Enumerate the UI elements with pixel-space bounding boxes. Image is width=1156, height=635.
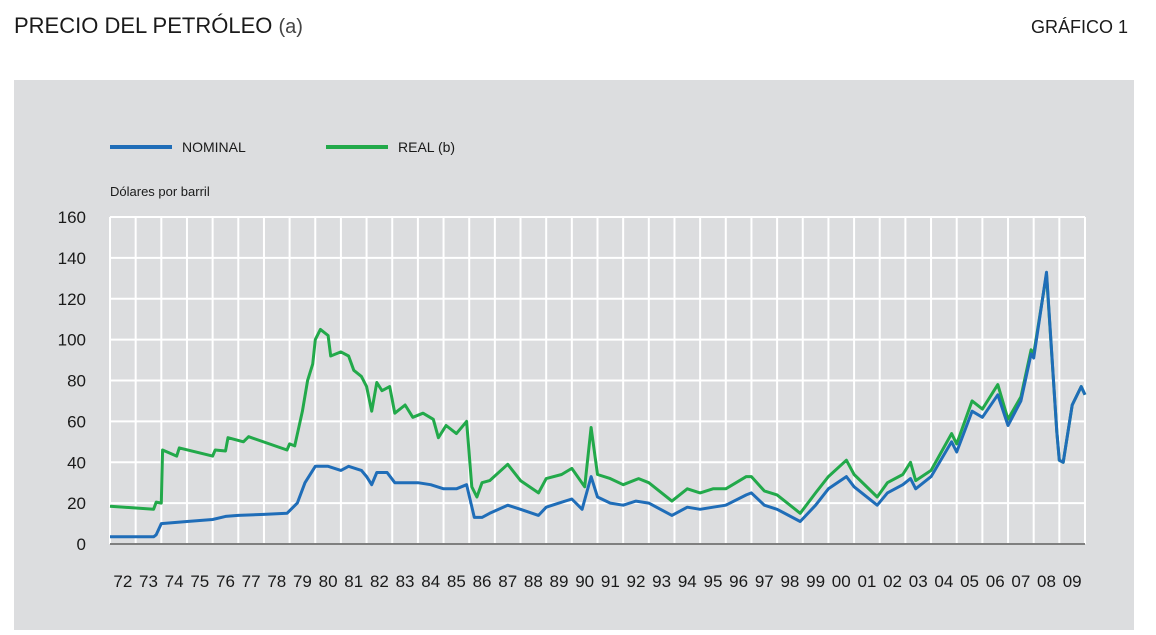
- x-tick-label: 82: [370, 572, 389, 591]
- x-tick-label: 81: [344, 572, 363, 591]
- x-tick-label: 76: [216, 572, 235, 591]
- x-tick-label: 96: [729, 572, 748, 591]
- figure-label: GRÁFICO 1: [1031, 17, 1128, 37]
- y-tick-label: 60: [67, 412, 86, 431]
- y-tick-label: 120: [58, 290, 86, 309]
- x-tick-label: 05: [960, 572, 979, 591]
- x-tick-label: 98: [780, 572, 799, 591]
- y-tick-label: 140: [58, 249, 86, 268]
- chart-panel: [14, 80, 1134, 630]
- x-tick-label: 79: [293, 572, 312, 591]
- y-tick-label: 80: [67, 372, 86, 391]
- x-tick-label: 72: [113, 572, 132, 591]
- x-tick-label: 88: [524, 572, 543, 591]
- x-tick-label: 95: [703, 572, 722, 591]
- y-tick-label: 40: [67, 453, 86, 472]
- x-tick-label: 87: [498, 572, 517, 591]
- x-tick-label: 91: [601, 572, 620, 591]
- x-tick-label: 92: [627, 572, 646, 591]
- x-tick-label: 73: [139, 572, 158, 591]
- y-tick-label: 160: [58, 208, 86, 227]
- x-tick-label: 86: [473, 572, 492, 591]
- legend-label: REAL (b): [398, 139, 455, 155]
- x-tick-label: 97: [755, 572, 774, 591]
- x-tick-label: 93: [652, 572, 671, 591]
- y-axis-label: Dólares por barril: [110, 184, 210, 199]
- chart-title: PRECIO DEL PETRÓLEO (a): [14, 13, 303, 38]
- x-tick-label: 03: [909, 572, 928, 591]
- x-tick-label: 85: [447, 572, 466, 591]
- legend-label: NOMINAL: [182, 139, 246, 155]
- x-tick-label: 06: [986, 572, 1005, 591]
- x-tick-label: 77: [242, 572, 261, 591]
- x-tick-label: 01: [857, 572, 876, 591]
- title-note: (a): [279, 16, 303, 38]
- x-tick-label: 00: [832, 572, 851, 591]
- x-tick-label: 74: [165, 572, 184, 591]
- series-line: [109, 272, 1087, 515]
- x-tick-label: 04: [934, 572, 953, 591]
- x-tick-label: 90: [575, 572, 594, 591]
- y-tick-label: 0: [77, 535, 86, 554]
- x-tick-label: 83: [396, 572, 415, 591]
- x-tick-label: 89: [550, 572, 569, 591]
- x-tick-label: 80: [319, 572, 338, 591]
- x-tick-label: 94: [678, 572, 697, 591]
- x-tick-label: 09: [1063, 572, 1082, 591]
- x-tick-label: 02: [883, 572, 902, 591]
- x-tick-label: 08: [1037, 572, 1056, 591]
- y-tick-label: 20: [67, 494, 86, 513]
- x-tick-label: 84: [421, 572, 440, 591]
- series-line: [110, 270, 1087, 539]
- x-tick-label: 99: [806, 572, 825, 591]
- x-tick-label: 78: [267, 572, 286, 591]
- x-tick-label: 75: [190, 572, 209, 591]
- title-main: PRECIO DEL PETRÓLEO: [14, 13, 272, 38]
- y-tick-label: 100: [58, 331, 86, 350]
- x-tick-label: 07: [1011, 572, 1030, 591]
